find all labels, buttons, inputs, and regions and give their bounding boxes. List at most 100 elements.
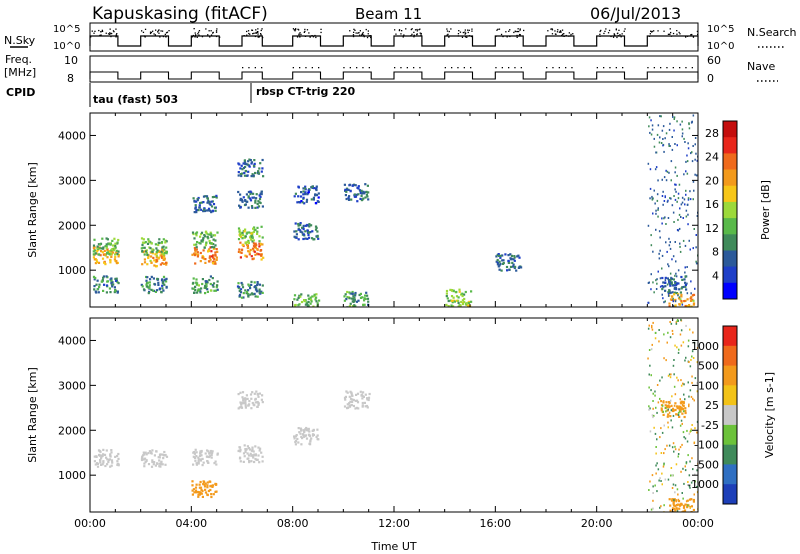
data-cell [148,284,151,287]
data-cell [661,483,663,486]
data-cell [679,514,681,516]
data-cell [243,230,246,233]
nsearch-point [295,28,297,30]
data-cell [499,262,502,266]
nsearch-point [551,29,554,31]
data-cell [301,437,304,440]
data-cell [99,450,102,453]
data-cell [651,198,654,201]
data-cell [100,463,103,466]
nsearch-point [649,33,651,35]
data-cell [669,415,672,418]
data-cell [688,127,691,130]
data-cell [695,260,697,263]
data-cell [204,261,207,264]
data-cell [680,379,682,382]
data-cell [293,235,296,238]
data-cell [246,397,249,400]
nsearch-point [605,28,607,30]
data-cell [212,493,215,496]
data-cell [670,281,672,284]
nsearch-point [619,34,621,36]
data-cell [347,198,351,201]
data-cell [678,227,681,230]
nave-point [672,67,674,69]
data-cell [690,481,693,484]
data-cell [308,225,311,228]
data-cell [238,230,241,233]
data-cell [147,240,150,243]
data-cell [211,485,214,488]
data-cell [348,195,351,198]
data-cell [352,398,355,402]
nsearch-point [255,29,257,31]
data-cell [105,246,108,250]
data-cell [108,458,112,461]
data-cell [504,253,507,256]
nsearch-point [518,35,520,37]
nsearch-point [500,33,503,36]
data-cell [352,297,355,300]
nsearch-point [299,36,301,38]
nsearch-point [615,29,617,31]
data-cell [142,288,146,291]
data-cell [100,457,103,460]
data-cell [193,199,196,202]
data-cell [108,287,111,290]
data-cell [459,304,462,307]
data-cell [661,288,664,291]
nave-point [343,67,345,69]
data-cell [660,480,662,482]
data-cell [198,483,201,486]
data-cell [445,292,448,295]
data-cell [354,195,358,198]
data-cell [447,299,450,303]
data-cell [258,461,261,464]
nave-point [292,67,294,69]
nsearch-point [610,35,612,38]
data-cell [242,162,245,165]
data-cell [210,453,213,456]
nsearch-point [144,36,146,38]
data-cell [145,283,148,286]
data-cell [215,194,218,197]
data-cell [209,242,212,245]
data-cell [655,151,657,154]
y-tick-label: 1000 [58,264,86,277]
nsearch-point [157,30,160,32]
data-cell [149,259,152,262]
data-cell [212,247,215,250]
data-cell [354,294,357,297]
data-cell [239,206,242,209]
data-cell [518,256,521,259]
data-cell [662,413,665,416]
data-cell [302,233,305,236]
data-cell [670,373,672,376]
data-cell [349,292,352,295]
data-cell [669,284,672,287]
data-cell [679,513,681,515]
data-cell [684,409,687,412]
data-cell [662,203,664,206]
data-cell [669,336,672,339]
data-cell [197,460,200,463]
data-cell [647,301,649,304]
data-cell [201,457,204,460]
nsearch-point [160,30,162,32]
data-cell [689,198,692,201]
data-cell [94,262,97,265]
data-cell [365,193,368,196]
data-cell [200,231,204,234]
data-cell [245,193,248,196]
nsearch-point [352,35,355,38]
data-cell [196,490,199,494]
data-cell [661,472,663,475]
data-cell [512,263,515,266]
data-cell [656,462,658,465]
data-cell [207,237,210,240]
data-cell [680,300,683,303]
data-cell [146,276,149,279]
data-cell [682,217,684,219]
data-cell [450,295,454,298]
